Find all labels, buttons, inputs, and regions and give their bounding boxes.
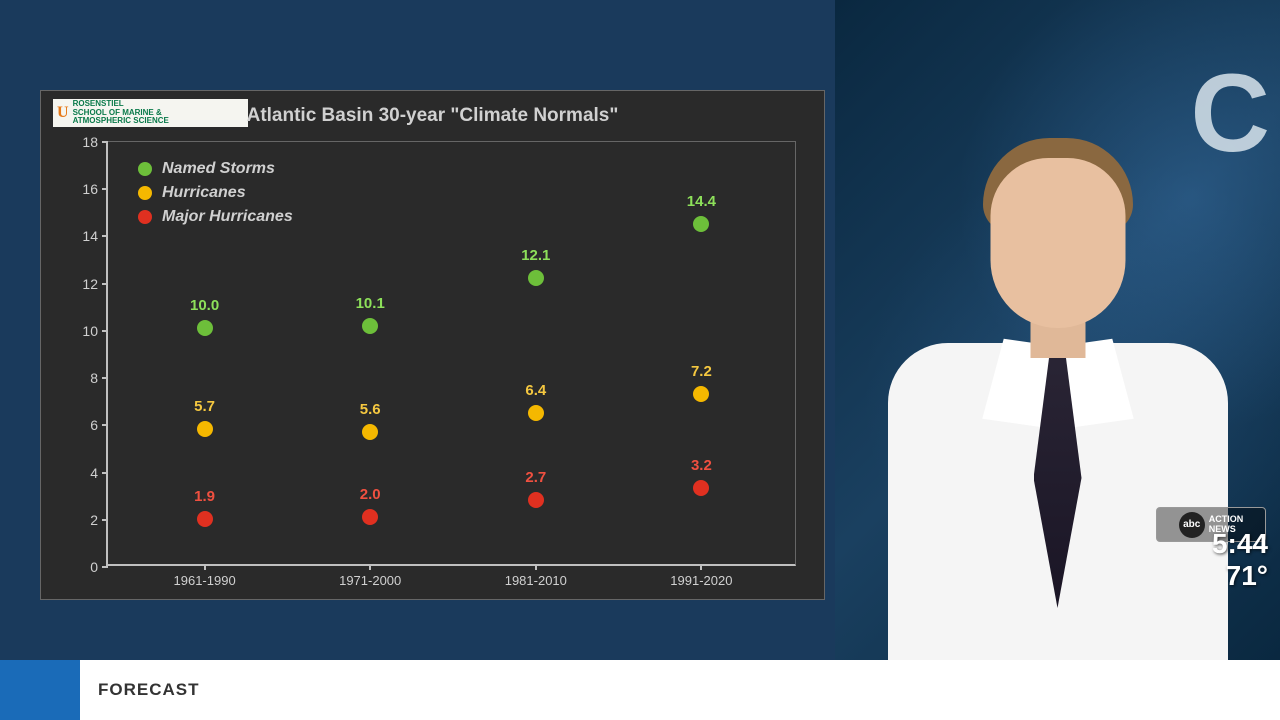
legend-label: Named Storms — [162, 160, 275, 178]
y-tick-mark — [102, 472, 108, 474]
data-point — [528, 405, 544, 421]
y-tick-mark — [102, 141, 108, 143]
x-axis-tick: 1991-2020 — [670, 573, 732, 588]
data-label: 5.6 — [360, 401, 381, 418]
legend-label: Major Hurricanes — [162, 208, 293, 226]
data-point — [693, 386, 709, 402]
data-point — [528, 270, 544, 286]
y-axis-tick: 6 — [68, 417, 98, 433]
y-tick-mark — [102, 377, 108, 379]
y-tick-mark — [102, 235, 108, 237]
data-label: 10.1 — [356, 295, 385, 312]
legend-item: Named Storms — [138, 160, 293, 178]
temperature: 71° — [1212, 560, 1268, 592]
data-point — [693, 480, 709, 496]
broadcast-frame: U ROSENSTIEL SCHOOL OF MARINE & ATMOSPHE… — [0, 0, 1280, 660]
legend-item: Hurricanes — [138, 184, 293, 202]
data-label: 12.1 — [521, 247, 550, 264]
data-point — [362, 318, 378, 334]
plot-area: Named StormsHurricanesMajor Hurricanes 0… — [106, 141, 796, 566]
y-axis-tick: 14 — [68, 228, 98, 244]
y-axis-tick: 8 — [68, 370, 98, 386]
x-axis-tick: 1961-1990 — [174, 573, 236, 588]
data-label: 7.2 — [691, 363, 712, 380]
data-label: 10.0 — [190, 297, 219, 314]
abc-logo-icon: abc — [1179, 512, 1205, 538]
legend-marker — [138, 186, 152, 200]
chart-title: Atlantic Basin 30-year "Climate Normals" — [41, 105, 824, 127]
data-label: 1.9 — [194, 488, 215, 505]
y-axis-tick: 4 — [68, 465, 98, 481]
x-tick-mark — [369, 564, 371, 570]
data-point — [528, 492, 544, 508]
data-point — [197, 421, 213, 437]
data-point — [197, 320, 213, 336]
x-tick-mark — [535, 564, 537, 570]
legend-item: Major Hurricanes — [138, 208, 293, 226]
ticker-accent — [0, 660, 80, 720]
data-label: 2.7 — [525, 469, 546, 486]
x-axis-tick: 1981-2010 — [505, 573, 567, 588]
y-axis-tick: 16 — [68, 181, 98, 197]
y-tick-mark — [102, 424, 108, 426]
data-point — [693, 216, 709, 232]
data-point — [362, 509, 378, 525]
legend-marker — [138, 162, 152, 176]
y-axis-tick: 0 — [68, 559, 98, 575]
x-tick-mark — [204, 564, 206, 570]
clock-time: 5:44 — [1212, 529, 1268, 560]
y-tick-mark — [102, 283, 108, 285]
x-axis-tick: 1971-2000 — [339, 573, 401, 588]
chart-legend: Named Storms Hurricanes Major Hurricanes — [138, 160, 293, 232]
data-point — [362, 424, 378, 440]
legend-marker — [138, 210, 152, 224]
data-label: 14.4 — [687, 193, 716, 210]
legend-label: Hurricanes — [162, 184, 246, 202]
presenter-figure — [888, 118, 1228, 660]
info-overlay: 5:44 71° — [1212, 529, 1268, 592]
data-label: 5.7 — [194, 398, 215, 415]
y-axis-tick: 12 — [68, 276, 98, 292]
data-label: 6.4 — [525, 382, 546, 399]
data-point — [197, 511, 213, 527]
y-axis-tick: 2 — [68, 512, 98, 528]
y-tick-mark — [102, 188, 108, 190]
y-tick-mark — [102, 566, 108, 568]
data-label: 3.2 — [691, 457, 712, 474]
presenter-panel: C abc ACTION NEWS 5:44 71° — [835, 0, 1280, 660]
ticker-label: FORECAST — [98, 680, 200, 700]
y-tick-mark — [102, 519, 108, 521]
x-tick-mark — [700, 564, 702, 570]
chart-panel: U ROSENSTIEL SCHOOL OF MARINE & ATMOSPHE… — [40, 90, 825, 600]
y-tick-mark — [102, 330, 108, 332]
y-axis-tick: 18 — [68, 134, 98, 150]
data-label: 2.0 — [360, 486, 381, 503]
y-axis-tick: 10 — [68, 323, 98, 339]
ticker-bar: FORECAST — [0, 660, 1280, 720]
presenter-head — [990, 158, 1125, 328]
